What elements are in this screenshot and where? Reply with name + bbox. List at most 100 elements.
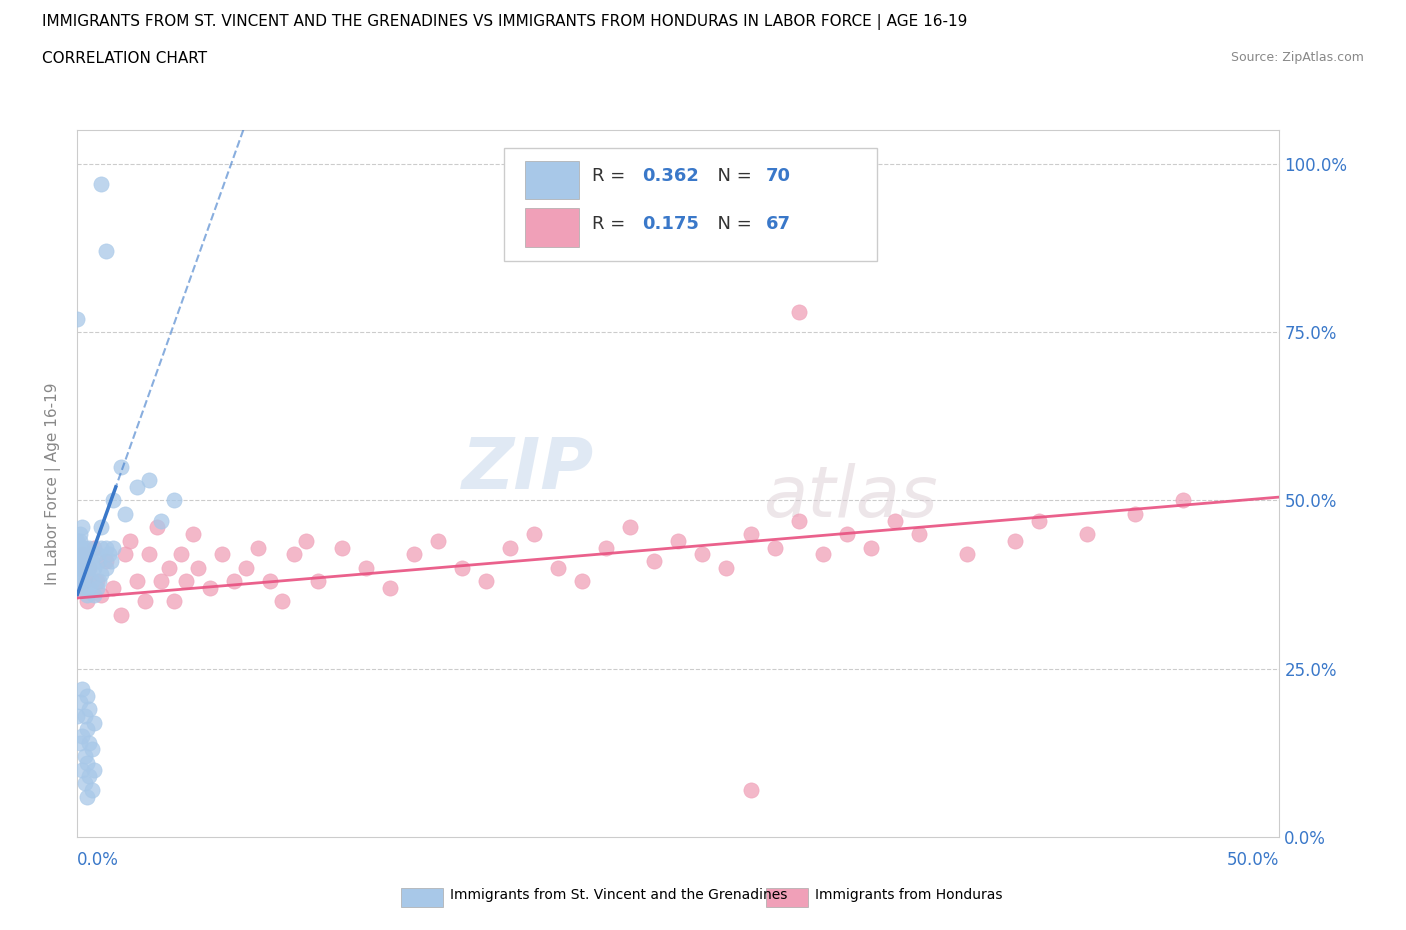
Point bbox=[79, 560, 101, 575]
Point bbox=[87, 553, 110, 568]
Point bbox=[1123, 507, 1146, 522]
Point bbox=[79, 769, 101, 784]
Point bbox=[643, 553, 665, 568]
FancyBboxPatch shape bbox=[505, 148, 877, 261]
Point bbox=[79, 736, 101, 751]
Point bbox=[73, 580, 96, 595]
Point bbox=[120, 534, 142, 549]
Point bbox=[222, 574, 245, 589]
Point bbox=[595, 540, 617, 555]
Point bbox=[76, 790, 98, 804]
Point bbox=[69, 736, 91, 751]
Point bbox=[110, 459, 132, 474]
Point bbox=[150, 513, 173, 528]
Point bbox=[66, 709, 89, 724]
Point bbox=[908, 526, 931, 541]
Point bbox=[90, 567, 112, 582]
Point bbox=[354, 560, 377, 575]
Text: N =: N = bbox=[706, 167, 758, 185]
Point bbox=[79, 540, 101, 555]
Point bbox=[571, 574, 593, 589]
Point bbox=[86, 580, 108, 595]
Point bbox=[76, 755, 98, 770]
Point bbox=[70, 547, 93, 562]
Point bbox=[96, 540, 118, 555]
Point bbox=[378, 580, 401, 595]
Point bbox=[86, 574, 108, 589]
Point bbox=[103, 580, 125, 595]
Point bbox=[70, 763, 93, 777]
Point bbox=[76, 587, 98, 602]
Point bbox=[66, 553, 89, 568]
Point bbox=[90, 520, 112, 535]
Point bbox=[110, 607, 132, 622]
Point bbox=[787, 304, 810, 319]
Point bbox=[1173, 493, 1195, 508]
Point bbox=[90, 587, 112, 602]
Point bbox=[127, 480, 149, 495]
Point bbox=[90, 540, 112, 555]
Point bbox=[66, 540, 89, 555]
Point bbox=[70, 540, 93, 555]
Text: ▪: ▪ bbox=[413, 883, 430, 907]
Point bbox=[73, 776, 96, 790]
Point bbox=[294, 534, 316, 549]
Text: N =: N = bbox=[706, 215, 758, 233]
Point bbox=[307, 574, 329, 589]
Point bbox=[475, 574, 498, 589]
Text: 0.0%: 0.0% bbox=[77, 851, 120, 869]
Point bbox=[66, 534, 89, 549]
Text: atlas: atlas bbox=[762, 463, 938, 532]
Point bbox=[270, 594, 292, 609]
Point bbox=[80, 742, 103, 757]
Point bbox=[66, 312, 89, 326]
Point bbox=[451, 560, 474, 575]
Point bbox=[157, 560, 180, 575]
Point bbox=[1076, 526, 1098, 541]
Point bbox=[70, 682, 93, 697]
Point bbox=[96, 553, 118, 568]
Point bbox=[134, 594, 156, 609]
Point bbox=[1028, 513, 1050, 528]
Point bbox=[70, 520, 93, 535]
Point bbox=[402, 547, 425, 562]
Text: Immigrants from St. Vincent and the Grenadines: Immigrants from St. Vincent and the Gren… bbox=[450, 887, 787, 902]
Point bbox=[114, 547, 136, 562]
Point bbox=[69, 526, 91, 541]
Point bbox=[80, 574, 103, 589]
Point bbox=[69, 580, 91, 595]
Point bbox=[73, 749, 96, 764]
Point bbox=[70, 560, 93, 575]
Point bbox=[66, 560, 89, 575]
Point bbox=[740, 526, 762, 541]
Point bbox=[73, 560, 96, 575]
Point bbox=[103, 493, 125, 508]
Point bbox=[259, 574, 281, 589]
Point bbox=[103, 540, 125, 555]
Point bbox=[523, 526, 546, 541]
Text: 0.362: 0.362 bbox=[643, 167, 699, 185]
Point bbox=[80, 553, 103, 568]
Point bbox=[83, 540, 105, 555]
Point bbox=[79, 701, 101, 716]
Point bbox=[83, 587, 105, 602]
Point bbox=[211, 547, 233, 562]
Point bbox=[86, 547, 108, 562]
Point bbox=[69, 695, 91, 710]
Text: 70: 70 bbox=[766, 167, 792, 185]
Point bbox=[69, 553, 91, 568]
Point bbox=[69, 534, 91, 549]
Point bbox=[198, 580, 221, 595]
Point bbox=[79, 560, 101, 575]
Point bbox=[76, 594, 98, 609]
Bar bbox=[524, 161, 579, 199]
Point bbox=[427, 534, 450, 549]
Point bbox=[100, 553, 122, 568]
Bar bbox=[524, 208, 579, 246]
Point bbox=[330, 540, 353, 555]
Point bbox=[138, 547, 160, 562]
Point bbox=[162, 493, 184, 508]
Point bbox=[97, 547, 120, 562]
Point bbox=[138, 472, 160, 487]
Point bbox=[174, 574, 197, 589]
